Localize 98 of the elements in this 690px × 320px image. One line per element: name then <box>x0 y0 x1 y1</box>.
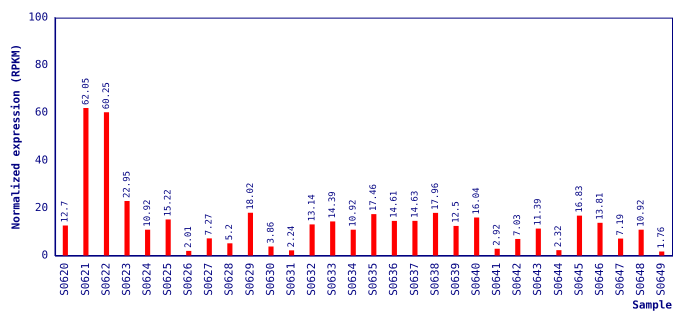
data-label: 10.92 <box>348 200 359 227</box>
bar <box>330 221 336 256</box>
x-tick-label: S0627 <box>202 262 216 296</box>
data-label: 3.86 <box>266 222 276 244</box>
data-label: 60.25 <box>102 82 112 110</box>
bar <box>515 238 520 256</box>
x-tick-label: S0624 <box>140 262 154 296</box>
bar <box>474 218 480 256</box>
x-axis-title: Sample <box>632 298 672 312</box>
bar <box>576 216 582 256</box>
data-label: 2.32 <box>554 225 564 248</box>
x-tick-label: S0625 <box>161 262 174 296</box>
x-tick-label: S0635 <box>366 262 380 296</box>
y-tick-label: 80 <box>34 58 48 72</box>
bar <box>454 226 459 256</box>
data-label: 7.19 <box>616 214 626 236</box>
x-tick-label: S0641 <box>490 262 504 296</box>
bar <box>124 201 130 256</box>
bar <box>494 248 500 256</box>
data-label: 18.02 <box>246 182 256 210</box>
x-tick-label: S0649 <box>654 262 668 296</box>
bar <box>638 230 644 256</box>
data-label: 12.5 <box>451 201 462 223</box>
bar <box>104 112 110 256</box>
x-tick-label: S0631 <box>284 262 298 296</box>
y-tick-label: 0 <box>41 248 48 262</box>
data-label: 16.83 <box>574 186 585 213</box>
data-label: 10.92 <box>636 200 646 227</box>
data-label: 7.03 <box>513 214 524 236</box>
bar <box>392 220 397 256</box>
bar <box>536 228 541 256</box>
x-tick-label: S0638 <box>428 262 442 296</box>
x-tick-label: S0637 <box>408 262 421 296</box>
data-label: 1.76 <box>657 226 668 248</box>
y-tick-label: 20 <box>34 200 48 214</box>
x-tick-label: S0648 <box>634 262 648 296</box>
data-label: 2.92 <box>492 224 503 246</box>
x-tick-label: S0640 <box>469 262 482 296</box>
x-tick-label: S0647 <box>613 262 626 296</box>
x-tick-label: S0643 <box>531 262 544 296</box>
data-label: 13.81 <box>595 192 606 220</box>
bar <box>659 251 664 256</box>
x-tick-label: S0628 <box>222 262 236 296</box>
data-label: 16.04 <box>472 187 482 214</box>
bar <box>618 238 624 256</box>
x-tick-label: S0636 <box>387 262 400 296</box>
bar <box>62 225 68 256</box>
data-label: 7.27 <box>204 214 215 236</box>
bar <box>268 246 274 256</box>
bar <box>186 250 192 256</box>
x-tick-label: S0629 <box>243 262 256 296</box>
x-tick-label: S0639 <box>448 262 462 296</box>
bar <box>432 212 438 256</box>
y-tick-label: 100 <box>28 10 48 24</box>
data-label: 11.39 <box>534 198 544 226</box>
x-tick-label: S0630 <box>264 262 277 296</box>
x-tick-label: S0634 <box>346 262 360 296</box>
x-tick-label: S0633 <box>326 262 339 296</box>
data-label: 2.01 <box>184 226 194 248</box>
data-label: 15.22 <box>164 189 174 216</box>
x-tick-label: S0620 <box>58 262 72 296</box>
x-tick-label: S0646 <box>592 262 606 296</box>
data-label: 5.2 <box>225 224 236 240</box>
data-label: 12.7 <box>60 200 71 222</box>
data-label: 17.46 <box>369 184 380 212</box>
data-label: 2.24 <box>286 226 297 248</box>
bar <box>145 230 150 256</box>
bar <box>412 220 418 256</box>
data-label: 10.92 <box>142 200 153 227</box>
bar <box>350 230 356 256</box>
x-tick-label: S0626 <box>182 262 195 296</box>
x-tick-label: S0645 <box>572 262 586 296</box>
x-tick-label: S0623 <box>120 262 133 296</box>
y-tick-label: 40 <box>34 153 48 166</box>
x-tick-label: S0644 <box>552 262 565 296</box>
data-label: 14.39 <box>328 191 338 218</box>
y-axis-title: Normalized expression (RPKM) <box>9 44 22 230</box>
bar <box>556 250 562 256</box>
data-label: 22.95 <box>122 170 132 198</box>
bar <box>310 224 315 256</box>
x-tick-label: S0632 <box>304 262 318 296</box>
bar <box>166 219 171 256</box>
bar <box>288 250 294 256</box>
data-label: 17.96 <box>430 182 441 210</box>
bar <box>248 212 253 256</box>
bar <box>206 238 212 256</box>
data-label: 62.05 <box>81 78 92 105</box>
x-tick-label: S0642 <box>510 262 524 296</box>
data-label: 14.63 <box>410 190 420 218</box>
data-label: 14.61 <box>390 190 400 218</box>
x-tick-label: S0621 <box>78 262 92 296</box>
bar <box>371 214 376 256</box>
bar <box>227 243 232 256</box>
data-label: 13.14 <box>307 194 318 222</box>
bar <box>597 222 603 256</box>
y-tick-label: 60 <box>34 106 48 119</box>
bar <box>83 108 88 256</box>
x-tick-label: S0622 <box>99 262 112 296</box>
